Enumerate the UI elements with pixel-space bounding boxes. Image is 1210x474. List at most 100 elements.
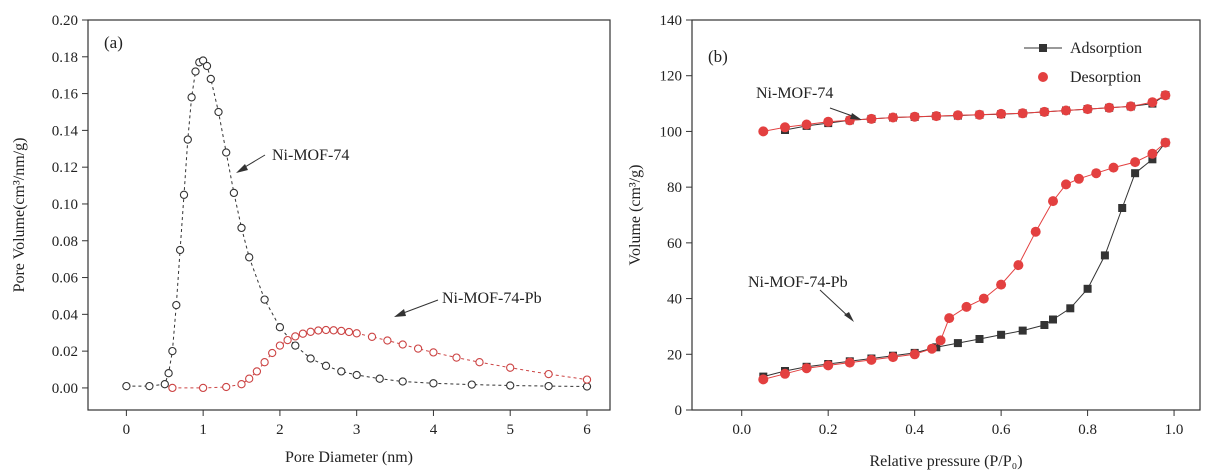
x-tick-label: 0.2	[819, 422, 838, 438]
y-tick-label: 0.14	[52, 123, 79, 139]
data-point	[1040, 321, 1049, 329]
data-point	[206, 74, 215, 84]
data-point	[1039, 106, 1050, 117]
series-ni-mof-74-pb-desorption	[758, 137, 1171, 385]
data-point	[298, 329, 308, 338]
data-point	[260, 295, 269, 304]
data-point	[506, 363, 515, 372]
annotation-arrow-head	[844, 312, 854, 322]
data-point	[191, 67, 200, 76]
data-point	[888, 112, 898, 123]
y-tick-label: 140	[660, 13, 683, 29]
data-point	[314, 326, 323, 335]
panel-b-legend: Adsorption Desorption	[1024, 40, 1142, 86]
data-point	[801, 119, 812, 130]
panel-b-label: (b)	[708, 47, 728, 66]
legend-adsorption-label: Adsorption	[1070, 40, 1142, 57]
y-tick-label: 120	[660, 69, 683, 85]
data-point	[1066, 304, 1075, 313]
panel-a-label: (a)	[104, 33, 123, 52]
legend-desorption-marker	[1038, 72, 1048, 82]
data-point	[467, 380, 476, 389]
data-point	[291, 341, 300, 350]
data-point	[275, 323, 285, 332]
panel-a-y-ticks: 0.00 0.02 0.04 0.06 0.08 0.10 0.12 0.14 0.16 0.18…	[52, 13, 88, 397]
data-point	[1147, 97, 1158, 108]
data-point	[198, 383, 208, 393]
annotation-arrow-line	[819, 289, 851, 319]
data-point	[974, 109, 985, 120]
annotation-arrow-head	[394, 309, 406, 317]
y-tick-label: 100	[660, 124, 683, 140]
data-point	[1048, 196, 1058, 207]
data-point	[198, 56, 208, 65]
data-point	[413, 344, 423, 353]
data-point	[758, 374, 769, 385]
data-point	[475, 358, 484, 367]
data-point	[1108, 162, 1119, 173]
x-tick-label: 0.0	[732, 422, 751, 438]
annotation-ni-mof-74-a: Ni-MOF-74	[236, 147, 349, 173]
data-point	[122, 381, 131, 391]
data-point	[844, 357, 855, 368]
y-tick-label: 0.04	[52, 307, 79, 323]
data-point	[175, 245, 185, 255]
data-point	[961, 301, 972, 312]
data-point	[1125, 101, 1136, 112]
data-point	[931, 111, 942, 122]
data-point	[1061, 179, 1071, 190]
data-point	[268, 348, 277, 358]
data-point	[214, 107, 223, 117]
y-tick-label: 0	[675, 403, 683, 419]
annotation-ni-mof-74-pb-label: Ni-MOF-74-Pb	[748, 274, 848, 291]
data-point	[222, 382, 231, 392]
data-point	[429, 348, 438, 357]
data-point	[367, 332, 377, 341]
data-point	[1131, 169, 1140, 178]
y-tick-label: 80	[667, 180, 682, 196]
data-point	[1100, 251, 1109, 260]
data-point	[179, 190, 189, 199]
data-point	[160, 380, 169, 389]
data-point	[935, 335, 946, 346]
panel-a-x-axis-label: Pore Diameter (nm)	[285, 449, 413, 466]
panel-b-x-ticks: 0.0 0.2 0.4 0.6 0.8 1.0	[732, 410, 1183, 438]
panel-b-frame	[691, 19, 1201, 411]
data-point	[1160, 90, 1171, 101]
y-tick-label: 0.16	[52, 87, 79, 103]
x-tick-label: 6	[583, 422, 591, 438]
data-point	[823, 116, 834, 127]
data-point	[780, 368, 790, 379]
data-point	[996, 108, 1007, 119]
data-point	[168, 383, 177, 393]
data-point	[291, 332, 300, 341]
data-point	[582, 382, 592, 391]
panel-b-y-axis-label: Volume (cm³/g)	[627, 165, 644, 266]
annotation-ni-mof-74-b: Ni-MOF-74	[756, 85, 862, 120]
panel-b-series	[758, 90, 1171, 385]
data-point	[1130, 157, 1141, 168]
data-point	[975, 335, 984, 343]
data-point	[1118, 204, 1127, 212]
data-point	[352, 329, 361, 338]
x-tick-label: 0.8	[1078, 422, 1097, 438]
panel-a-y-axis-label: Pore Volume(cm³/nm/g)	[11, 138, 28, 293]
x-tick-label: 2	[276, 422, 284, 438]
data-point	[329, 326, 338, 335]
data-point	[275, 341, 285, 350]
data-point	[164, 369, 173, 378]
x-tick-label: 0	[123, 422, 131, 438]
data-point	[145, 381, 154, 391]
x-tick-label: 0.6	[992, 422, 1011, 438]
data-point	[398, 340, 407, 349]
data-point	[352, 370, 361, 380]
data-point	[1083, 284, 1092, 293]
x-tick-label: 5	[506, 422, 514, 438]
legend-adsorption-marker	[1039, 44, 1047, 52]
series-ni-mof-74-pb-adsorption	[759, 138, 1170, 381]
data-point	[909, 349, 920, 360]
y-tick-label: 60	[667, 236, 682, 252]
annotation-ni-mof-74-pb-b: Ni-MOF-74-Pb	[748, 274, 854, 322]
data-point	[944, 313, 955, 324]
